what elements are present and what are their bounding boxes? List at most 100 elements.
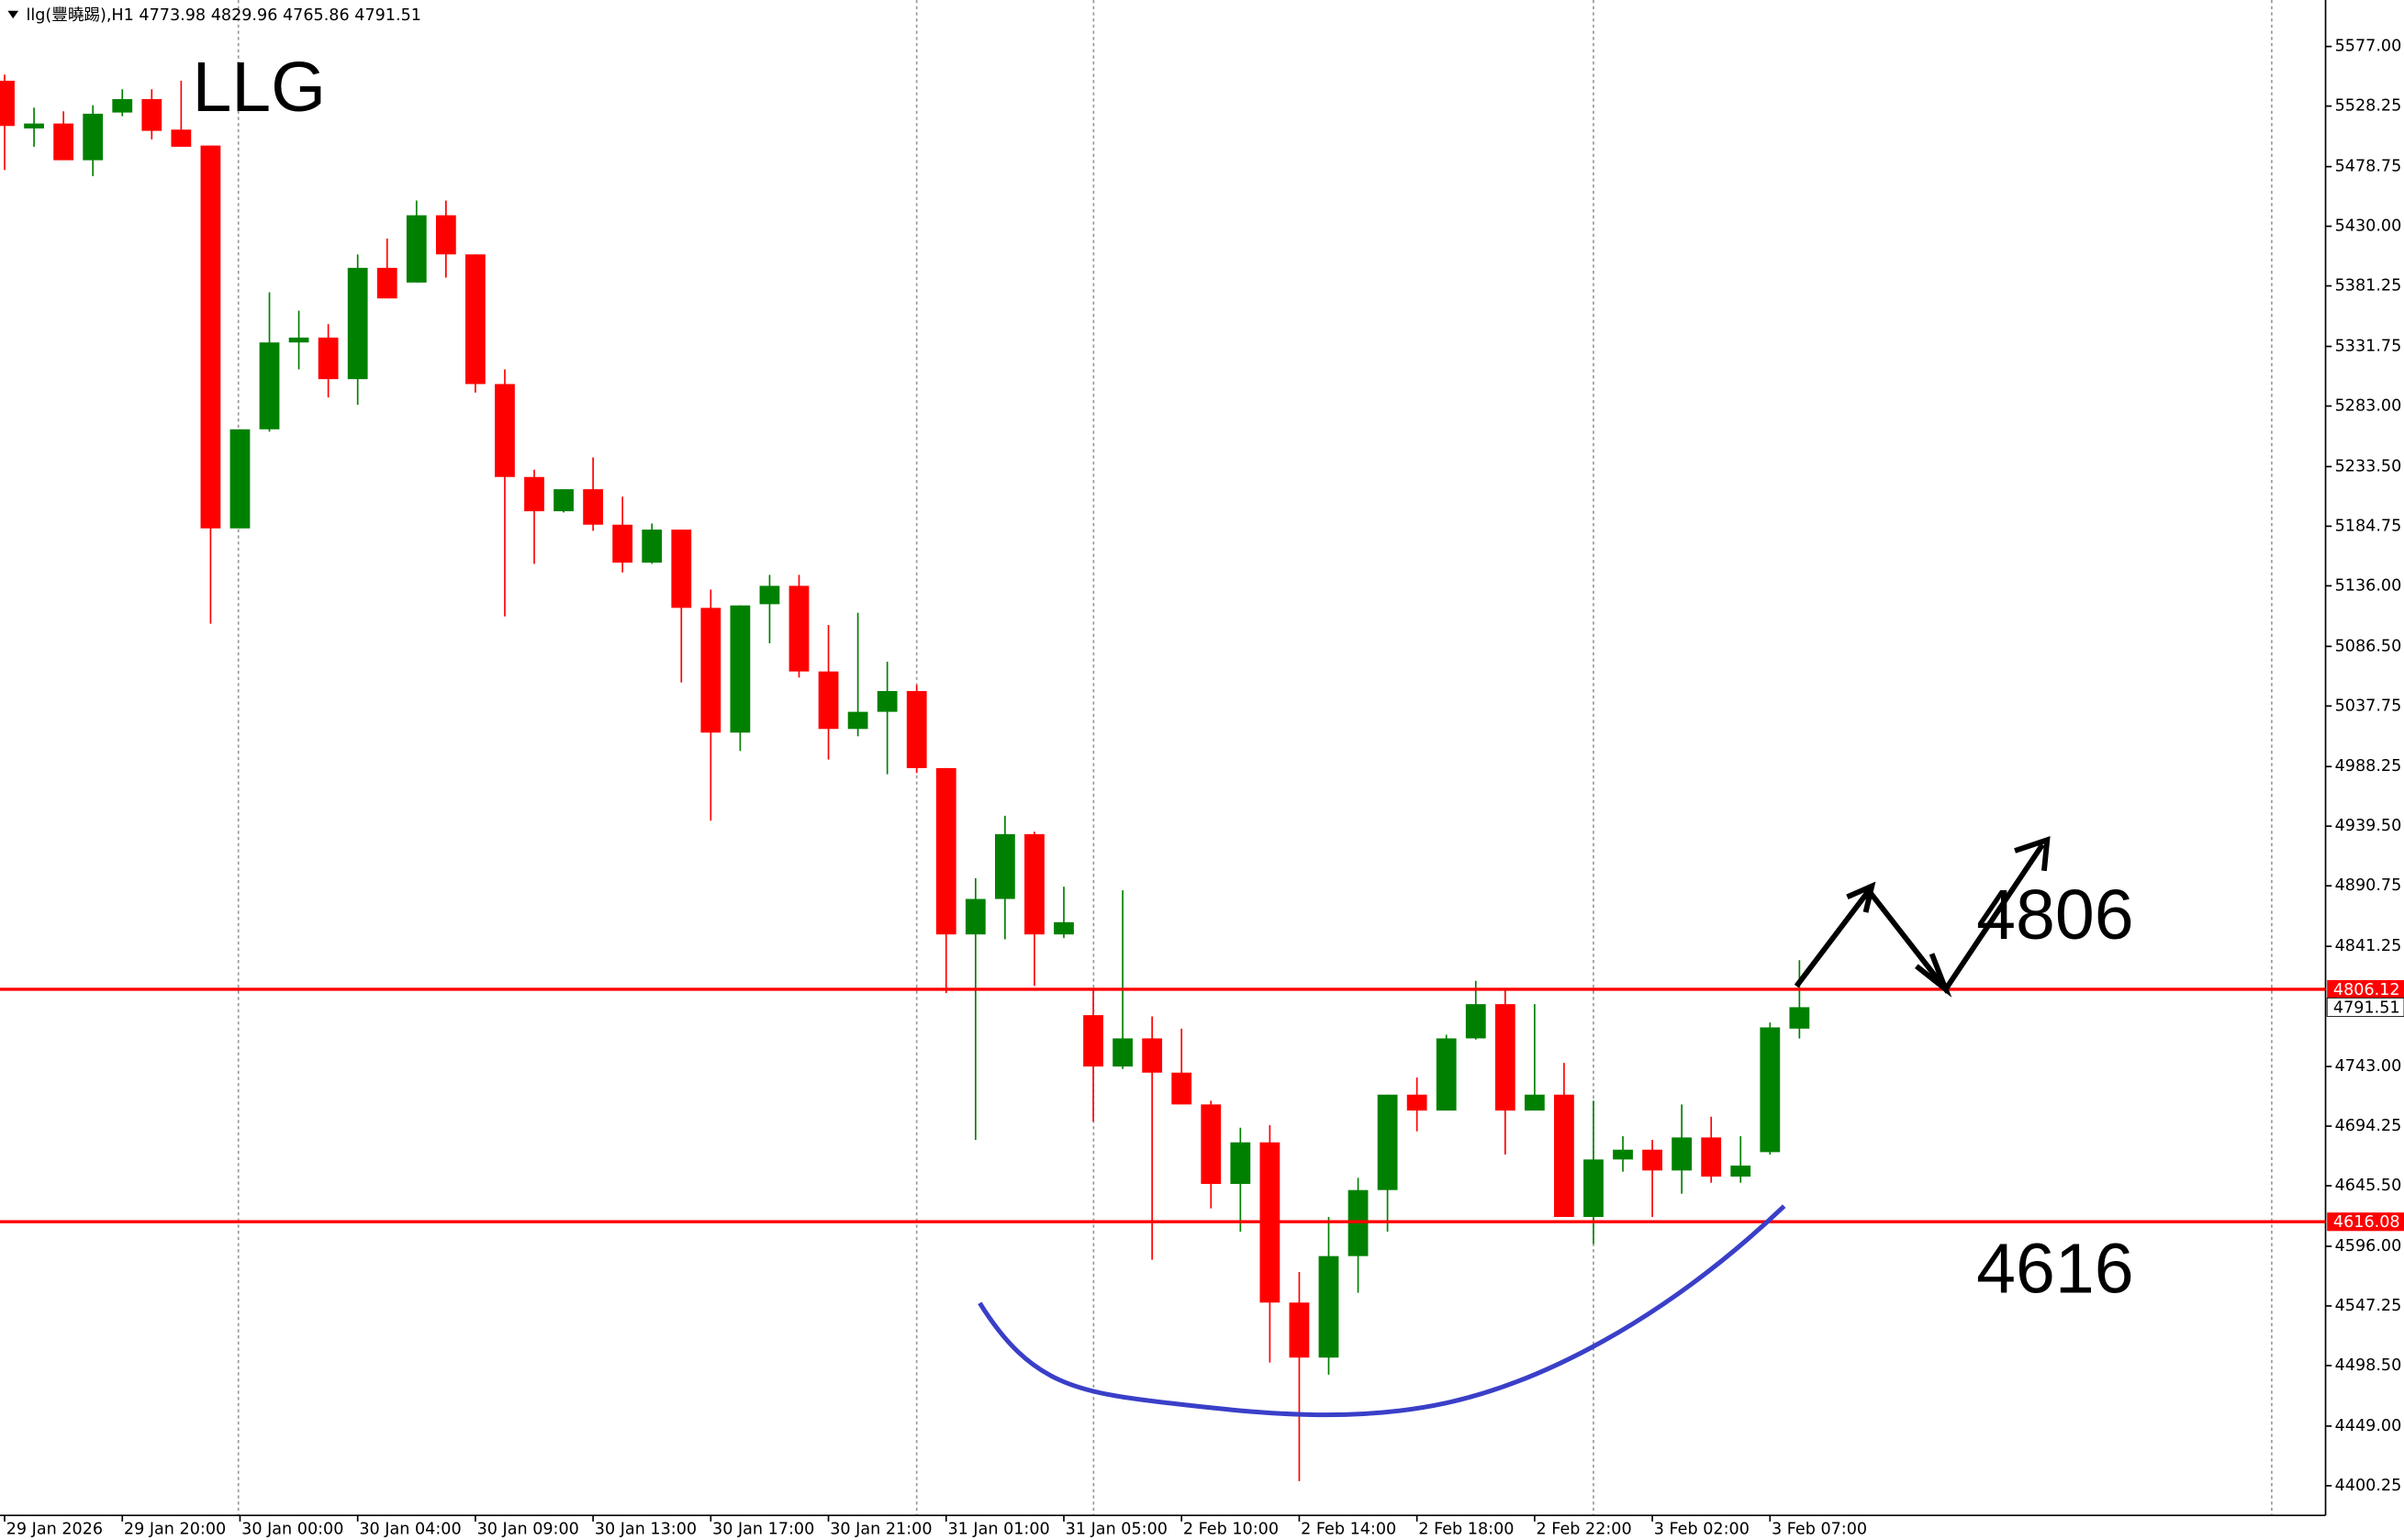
x-tick-label: 31 Jan 05:00 bbox=[1066, 1520, 1168, 1538]
candle-body bbox=[495, 384, 515, 477]
y-tick-label: 4841.25 bbox=[2335, 937, 2402, 955]
candle-body bbox=[1730, 1166, 1751, 1177]
arrow-head bbox=[1846, 881, 1876, 913]
candle-body bbox=[1613, 1149, 1633, 1160]
y-tick-label: 5381.25 bbox=[2335, 277, 2402, 296]
x-tick-label: 2 Feb 10:00 bbox=[1183, 1520, 1279, 1538]
ohlc-close: 4791.51 bbox=[354, 6, 421, 25]
x-tick-label: 29 Jan 2026 bbox=[6, 1520, 103, 1538]
candle-body bbox=[1318, 1255, 1339, 1358]
candle-body bbox=[347, 267, 368, 380]
y-tick-label: 5086.50 bbox=[2335, 637, 2402, 655]
candle-body bbox=[1406, 1094, 1427, 1111]
x-tick-label: 29 Jan 20:00 bbox=[124, 1520, 226, 1538]
candle-body bbox=[818, 671, 839, 730]
y-tick-label: 5283.00 bbox=[2335, 396, 2402, 415]
candle-body bbox=[759, 586, 780, 605]
candle-body bbox=[318, 337, 339, 380]
candle-body bbox=[965, 898, 986, 935]
candle-body bbox=[612, 524, 633, 564]
y-tick-label: 4939.50 bbox=[2335, 817, 2402, 835]
y-tick-label: 5136.00 bbox=[2335, 576, 2402, 595]
x-tick-label: 2 Feb 22:00 bbox=[1537, 1520, 1632, 1538]
candle-body bbox=[141, 98, 162, 131]
candle-body bbox=[1701, 1137, 1722, 1177]
candle-body bbox=[1672, 1137, 1693, 1171]
candle-body bbox=[1642, 1149, 1662, 1171]
candle-body bbox=[1024, 833, 1045, 935]
candle-body bbox=[1760, 1027, 1781, 1153]
level-label: 4806.12 bbox=[2333, 981, 2400, 999]
candle-body bbox=[671, 530, 692, 608]
candle-body bbox=[877, 690, 898, 712]
y-tick-label: 5037.75 bbox=[2335, 697, 2402, 715]
candle-body bbox=[1289, 1302, 1310, 1358]
candle-body bbox=[1436, 1038, 1457, 1111]
candle-body bbox=[1524, 1094, 1545, 1111]
candle-body bbox=[906, 690, 927, 768]
candle-body bbox=[1789, 1007, 1810, 1029]
y-tick-label: 5478.75 bbox=[2335, 158, 2402, 176]
ohlc-open: 4773.98 bbox=[139, 6, 206, 25]
x-tick-label: 3 Feb 07:00 bbox=[1772, 1520, 1867, 1538]
arrow-path bbox=[1794, 843, 2045, 994]
projection-arrows bbox=[1794, 836, 2051, 998]
candle-body bbox=[1554, 1094, 1574, 1218]
x-tick-label: 30 Jan 09:00 bbox=[477, 1520, 579, 1538]
arrow-head bbox=[1915, 953, 1952, 998]
candle-body bbox=[288, 337, 309, 343]
y-tick-label: 4596.00 bbox=[2335, 1237, 2402, 1255]
candle-body bbox=[583, 489, 604, 525]
menu-triangle[interactable] bbox=[7, 10, 19, 19]
candle-body bbox=[1113, 1038, 1133, 1067]
y-tick-label: 4400.25 bbox=[2335, 1477, 2402, 1495]
period-separators bbox=[237, 0, 2273, 1516]
y-tick-label: 4694.25 bbox=[2335, 1117, 2402, 1135]
y-tick-label: 4498.50 bbox=[2335, 1356, 2402, 1375]
candle-body bbox=[1377, 1094, 1398, 1190]
candle-body bbox=[1142, 1038, 1163, 1073]
candle-body bbox=[1171, 1072, 1192, 1105]
candle-body bbox=[788, 586, 810, 672]
candle-body bbox=[553, 489, 574, 512]
level-label-box bbox=[2327, 1212, 2404, 1232]
candle-body bbox=[24, 123, 44, 128]
candle-body bbox=[1054, 921, 1074, 935]
y-tick-label: 4547.25 bbox=[2335, 1297, 2402, 1315]
x-tick-label: 2 Feb 14:00 bbox=[1301, 1520, 1396, 1538]
price-label: 4791.51 bbox=[2333, 999, 2400, 1017]
y-tick-label: 5528.25 bbox=[2335, 97, 2402, 116]
y-tick-label: 5577.00 bbox=[2335, 38, 2402, 56]
candle-body bbox=[376, 267, 397, 299]
level-label: 4616.08 bbox=[2333, 1213, 2400, 1232]
candle-body bbox=[847, 711, 868, 730]
price-label-box bbox=[2326, 997, 2404, 1017]
x-tick-label: 31 Jan 01:00 bbox=[947, 1520, 1049, 1538]
chart-header: llg(豐曉踢),H1 4773.98 4829.96 4765.86 4791… bbox=[26, 6, 420, 25]
x-tick-label: 3 Feb 02:00 bbox=[1654, 1520, 1750, 1538]
candle-body bbox=[1465, 1004, 1486, 1039]
annotation: LLG bbox=[192, 48, 326, 127]
x-tick-label: 30 Jan 21:00 bbox=[830, 1520, 932, 1538]
y-tick-label: 4645.50 bbox=[2335, 1177, 2402, 1195]
y-tick-label: 4890.75 bbox=[2335, 876, 2402, 895]
plot: 5577.00 5528.25 5478.75 5430.00 5381.25 5331.… bbox=[0, 38, 2404, 1538]
candle-body bbox=[524, 476, 544, 512]
candle-body bbox=[935, 767, 956, 935]
y-tick-label: 4988.25 bbox=[2335, 757, 2402, 776]
candle-body bbox=[1494, 1004, 1515, 1111]
candle-body bbox=[642, 530, 663, 564]
x-tick-label: 2 Feb 18:00 bbox=[1418, 1520, 1514, 1538]
arrow-head bbox=[2014, 836, 2051, 872]
candle-body bbox=[112, 98, 133, 113]
candle-body bbox=[994, 833, 1015, 899]
x-tick-label: 30 Jan 13:00 bbox=[595, 1520, 697, 1538]
candle-body bbox=[730, 605, 751, 733]
candle-body bbox=[406, 215, 427, 283]
ohlc-high: 4829.96 bbox=[211, 6, 278, 25]
x-tick-label: 30 Jan 00:00 bbox=[241, 1520, 343, 1538]
candle-body bbox=[229, 429, 251, 529]
